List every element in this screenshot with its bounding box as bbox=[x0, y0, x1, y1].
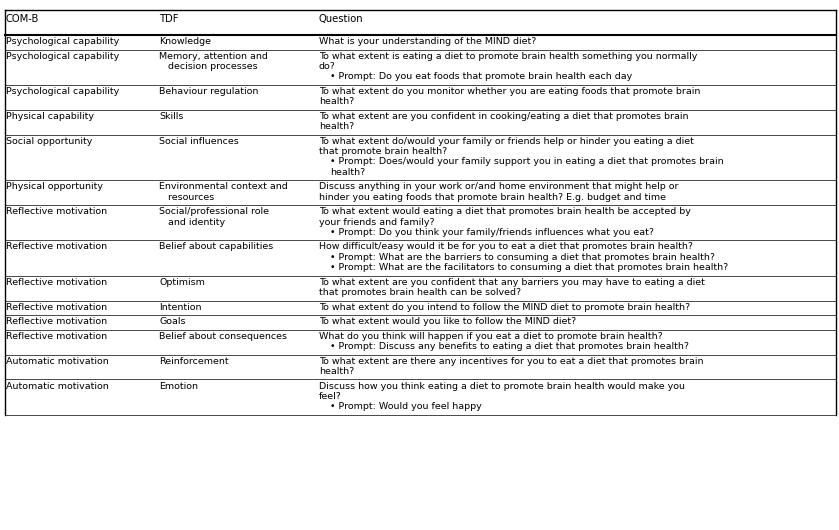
Text: To what extent do/would your family or friends help or hinder you eating a diet
: To what extent do/would your family or f… bbox=[319, 137, 694, 156]
Text: Social opportunity: Social opportunity bbox=[6, 137, 92, 146]
Text: • Prompt: Would you feel happy: • Prompt: Would you feel happy bbox=[330, 402, 482, 411]
Text: Reflective motivation: Reflective motivation bbox=[6, 332, 107, 341]
Text: Psychological capability: Psychological capability bbox=[6, 37, 119, 46]
Text: Reinforcement: Reinforcement bbox=[159, 357, 229, 366]
Text: How difficult/easy would it be for you to eat a diet that promotes brain health?: How difficult/easy would it be for you t… bbox=[319, 243, 693, 251]
Text: Psychological capability: Psychological capability bbox=[6, 52, 119, 60]
Text: Skills: Skills bbox=[159, 112, 184, 121]
Text: • Prompt: Do you think your family/friends influences what you eat?: • Prompt: Do you think your family/frien… bbox=[330, 228, 654, 237]
Text: • Prompt: What are the facilitators to consuming a diet that promotes brain heal: • Prompt: What are the facilitators to c… bbox=[330, 263, 728, 272]
Text: To what extent do you intend to follow the MIND diet to promote brain health?: To what extent do you intend to follow t… bbox=[319, 303, 690, 312]
Text: Physical opportunity: Physical opportunity bbox=[6, 182, 103, 191]
Text: Emotion: Emotion bbox=[159, 382, 198, 391]
Text: To what extent are there any incentives for you to eat a diet that promotes brai: To what extent are there any incentives … bbox=[319, 357, 703, 376]
Text: Knowledge: Knowledge bbox=[159, 37, 211, 46]
Text: To what extent do you monitor whether you are eating foods that promote brain
he: To what extent do you monitor whether yo… bbox=[319, 87, 701, 107]
Text: What is your understanding of the MIND diet?: What is your understanding of the MIND d… bbox=[319, 37, 536, 46]
Text: Reflective motivation: Reflective motivation bbox=[6, 207, 107, 216]
Text: To what extent would you like to follow the MIND diet?: To what extent would you like to follow … bbox=[319, 317, 576, 326]
Text: Intention: Intention bbox=[159, 303, 202, 312]
Text: Reflective motivation: Reflective motivation bbox=[6, 278, 107, 287]
Text: Psychological capability: Psychological capability bbox=[6, 87, 119, 96]
Text: What do you think will happen if you eat a diet to promote brain health?: What do you think will happen if you eat… bbox=[319, 332, 663, 341]
Text: Discuss anything in your work or/and home environment that might help or
hinder : Discuss anything in your work or/and hom… bbox=[319, 182, 678, 202]
Text: Environmental context and
   resources: Environmental context and resources bbox=[159, 182, 288, 202]
Text: To what extent are you confident that any barriers you may have to eating a diet: To what extent are you confident that an… bbox=[319, 278, 705, 297]
Text: To what extent would eating a diet that promotes brain health be accepted by
you: To what extent would eating a diet that … bbox=[319, 207, 690, 227]
Text: Reflective motivation: Reflective motivation bbox=[6, 317, 107, 326]
Text: • Prompt: Does/would your family support you in eating a diet that promotes brai: • Prompt: Does/would your family support… bbox=[330, 157, 723, 177]
Text: Goals: Goals bbox=[159, 317, 186, 326]
Text: Social/professional role
   and identity: Social/professional role and identity bbox=[159, 207, 269, 227]
Text: To what extent is eating a diet to promote brain health something you normally
d: To what extent is eating a diet to promo… bbox=[319, 52, 697, 71]
Text: Automatic motivation: Automatic motivation bbox=[6, 382, 108, 391]
Text: TDF: TDF bbox=[159, 14, 179, 24]
Text: Optimism: Optimism bbox=[159, 278, 206, 287]
Text: • Prompt: Discuss any benefits to eating a diet that promotes brain health?: • Prompt: Discuss any benefits to eating… bbox=[330, 342, 689, 351]
Text: Belief about capabilities: Belief about capabilities bbox=[159, 243, 274, 251]
Text: Reflective motivation: Reflective motivation bbox=[6, 243, 107, 251]
Text: COM-B: COM-B bbox=[6, 14, 39, 24]
Text: Automatic motivation: Automatic motivation bbox=[6, 357, 108, 366]
Text: Memory, attention and
   decision processes: Memory, attention and decision processes bbox=[159, 52, 268, 71]
Text: Belief about consequences: Belief about consequences bbox=[159, 332, 288, 341]
Text: • Prompt: What are the barriers to consuming a diet that promotes brain health?: • Prompt: What are the barriers to consu… bbox=[330, 253, 715, 262]
Text: Social influences: Social influences bbox=[159, 137, 239, 146]
Text: Behaviour regulation: Behaviour regulation bbox=[159, 87, 258, 96]
Text: Reflective motivation: Reflective motivation bbox=[6, 303, 107, 312]
Text: Discuss how you think eating a diet to promote brain health would make you
feel?: Discuss how you think eating a diet to p… bbox=[319, 382, 685, 401]
Text: Physical capability: Physical capability bbox=[6, 112, 94, 121]
Text: To what extent are you confident in cooking/eating a diet that promotes brain
he: To what extent are you confident in cook… bbox=[319, 112, 688, 131]
Text: • Prompt: Do you eat foods that promote brain health each day: • Prompt: Do you eat foods that promote … bbox=[330, 73, 632, 81]
Text: Question: Question bbox=[319, 14, 363, 24]
